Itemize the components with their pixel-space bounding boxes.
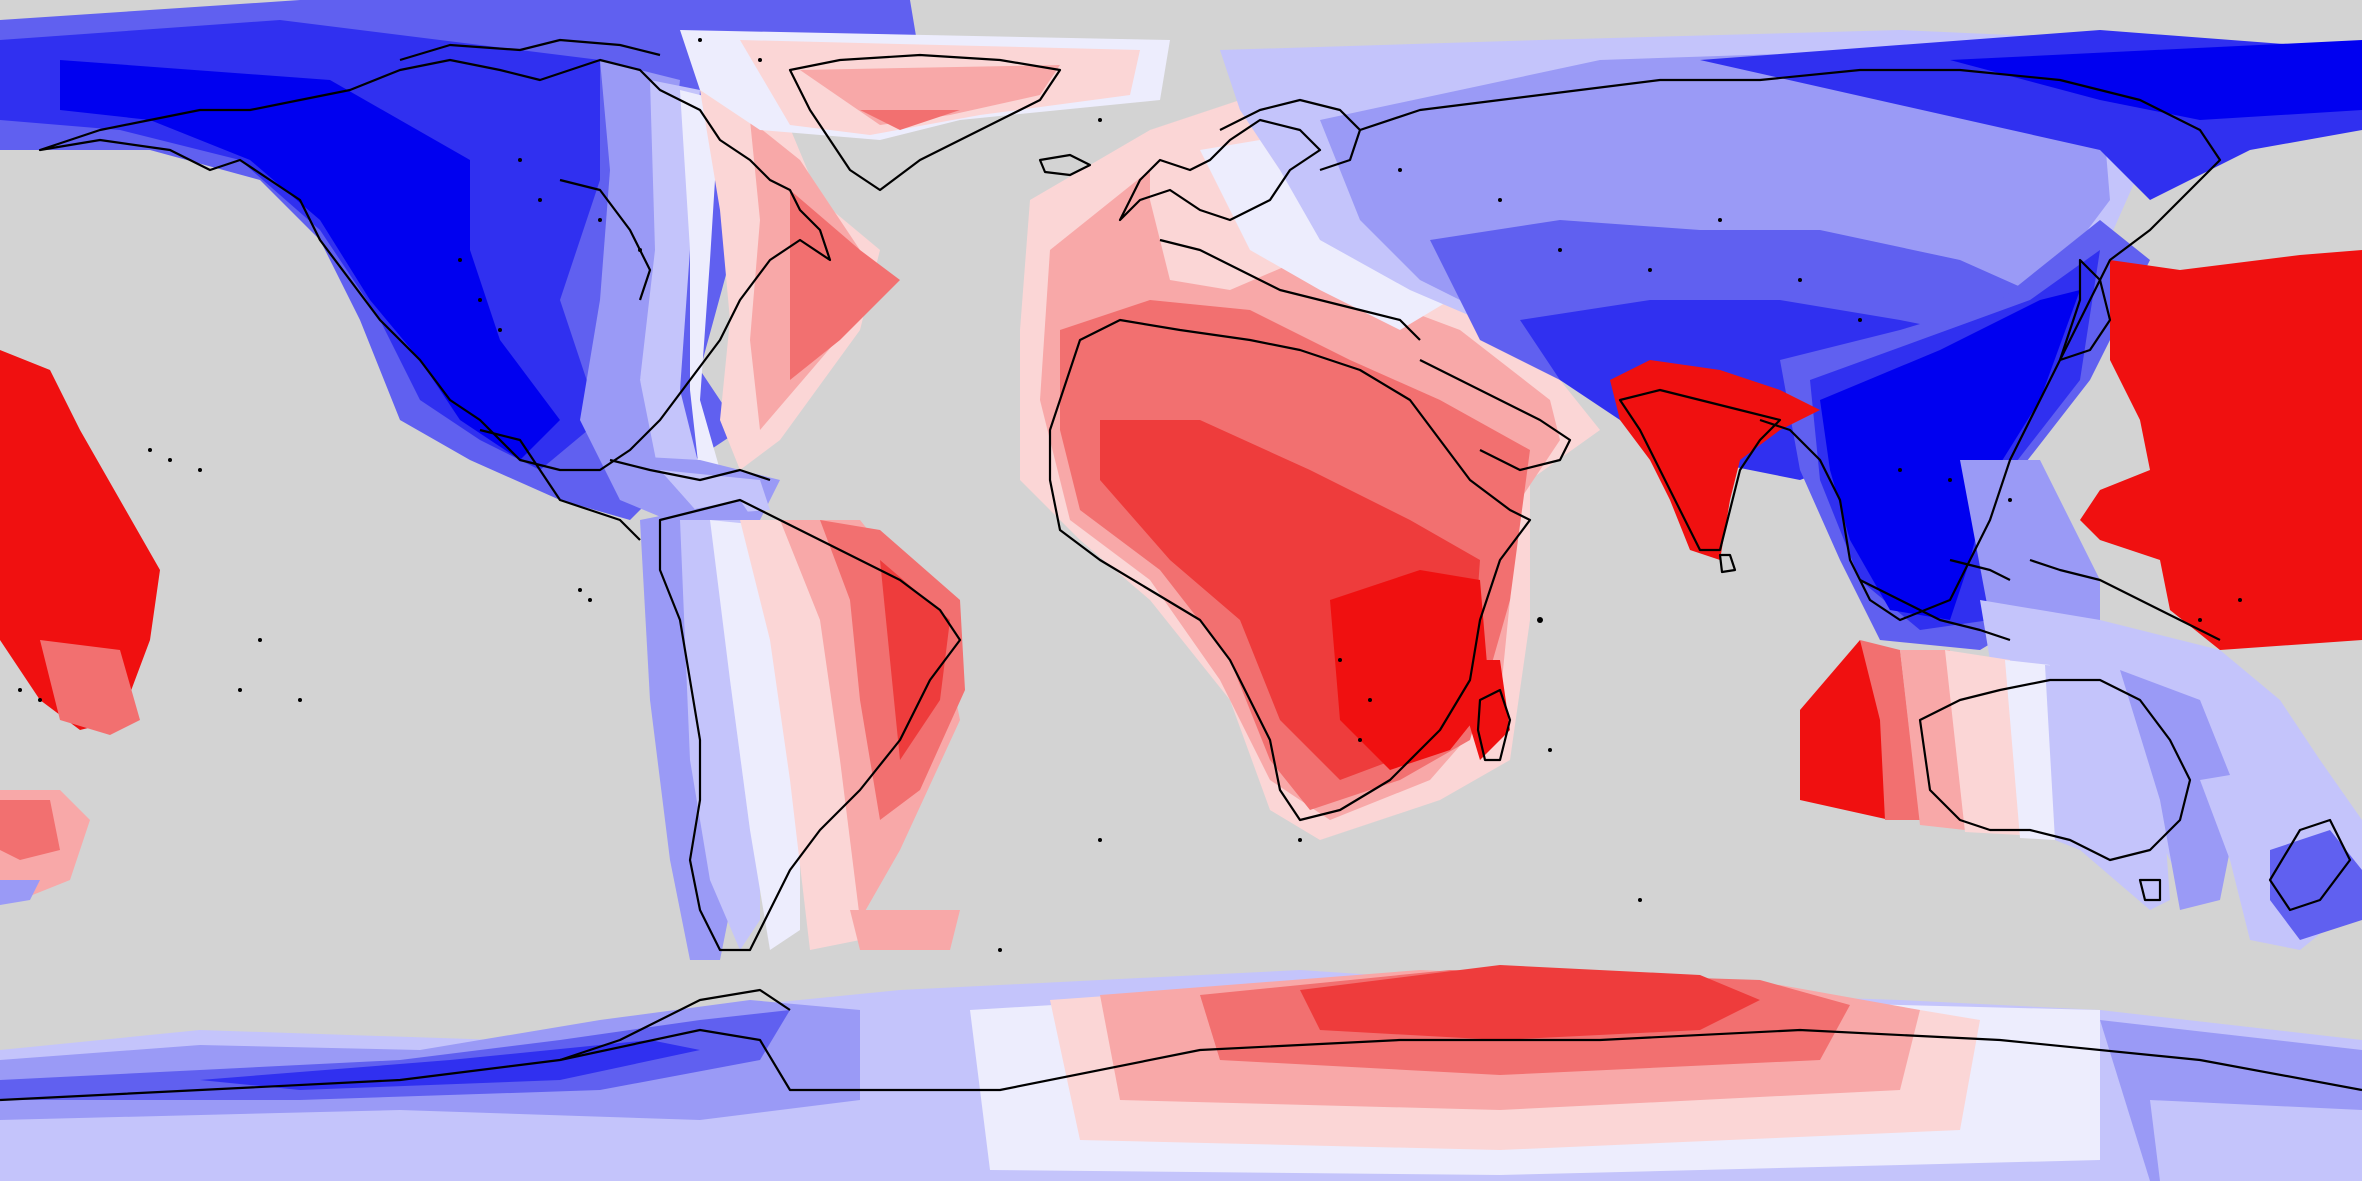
coastline-north-america xyxy=(38,58,832,472)
coastline-india xyxy=(1618,388,1782,552)
island-dots xyxy=(18,38,2242,952)
north-atlantic-field xyxy=(700,80,900,470)
south-america-field xyxy=(640,500,965,960)
coastline-europe xyxy=(1118,118,1322,222)
west-pacific-field xyxy=(2080,250,2362,650)
africa-field xyxy=(1020,120,1600,840)
australia-field xyxy=(1800,640,2362,950)
antarctica-field xyxy=(0,965,2362,1181)
greenland-field xyxy=(680,30,1170,140)
coastline-africa xyxy=(1048,318,1532,822)
east-pacific-field xyxy=(0,350,160,905)
coastline-australia xyxy=(1918,678,2192,862)
india-field xyxy=(1610,360,1820,560)
coastlines xyxy=(0,38,2362,1102)
coastline-south-america xyxy=(658,498,962,952)
coastline-antarctica xyxy=(0,1028,2362,1102)
coastline-greenland xyxy=(788,53,1062,192)
